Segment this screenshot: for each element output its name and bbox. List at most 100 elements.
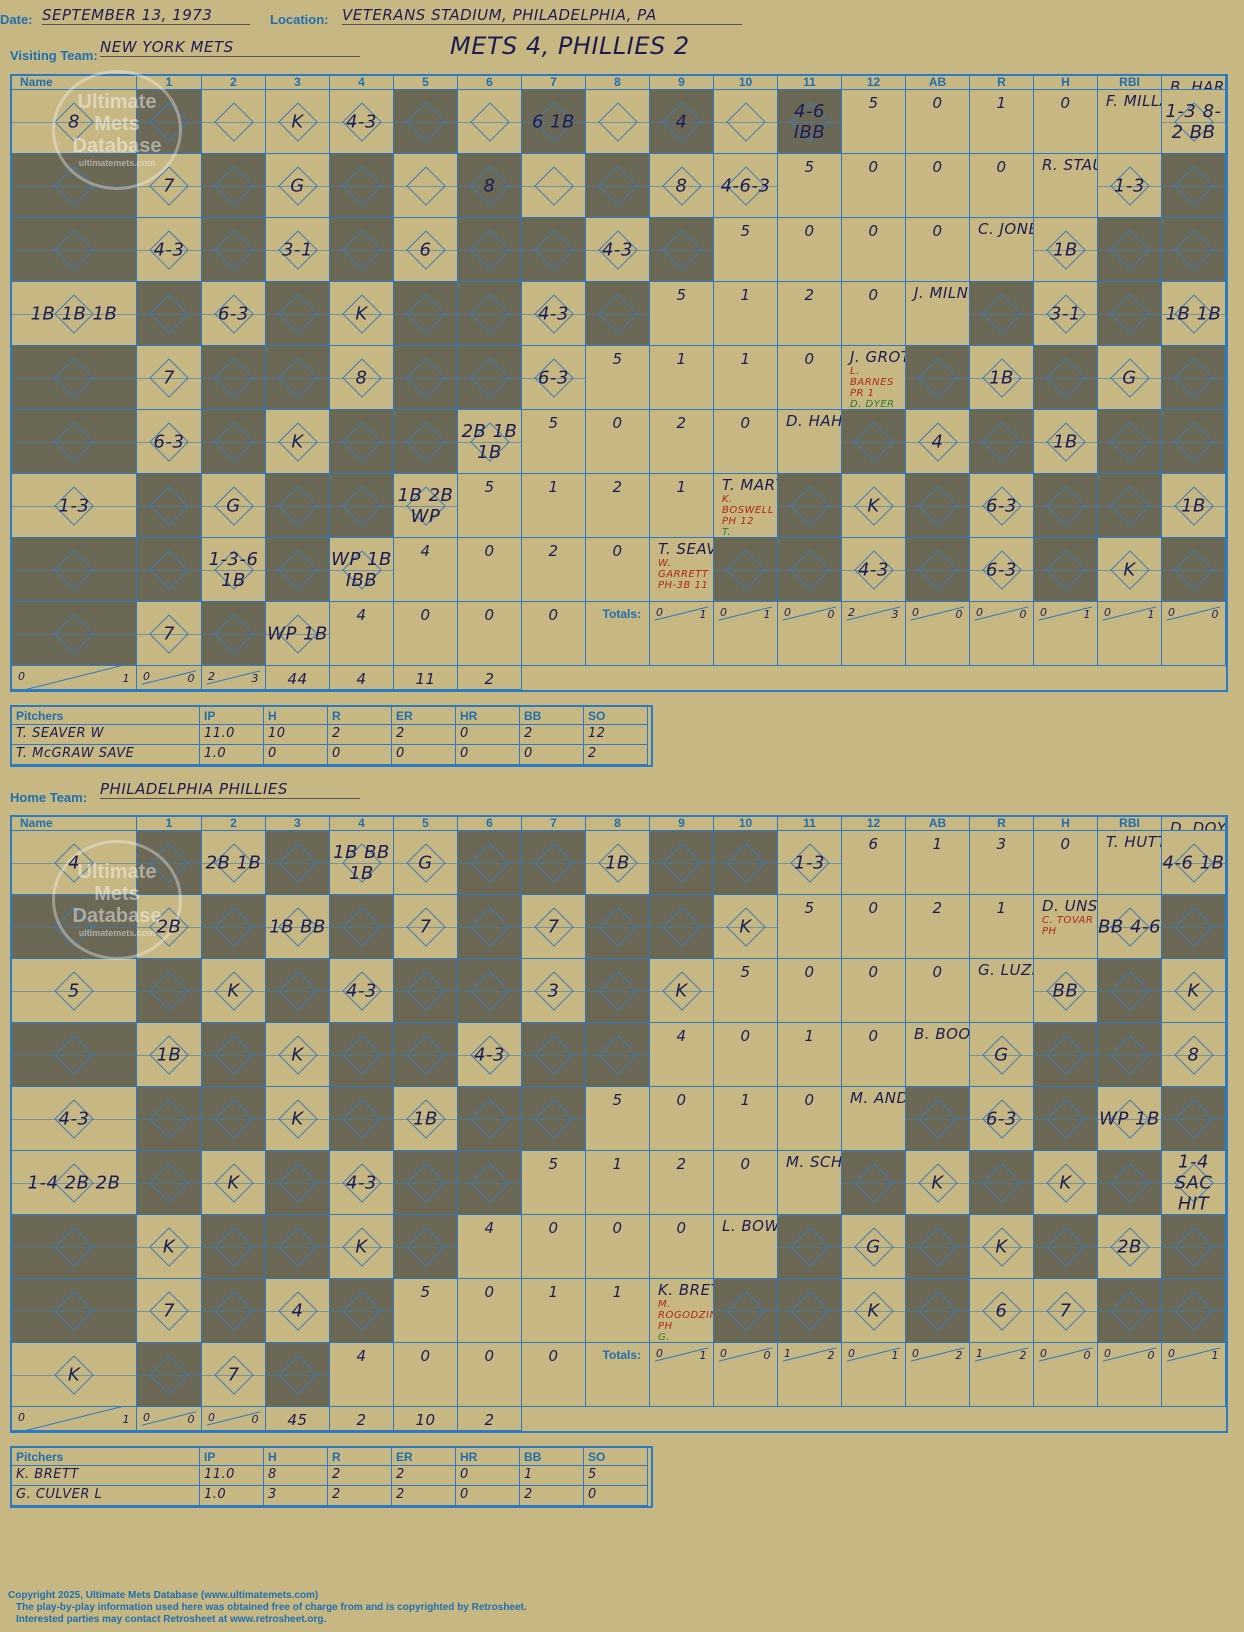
play-result: 4-3 <box>602 239 633 260</box>
play-result: 4-6-3 <box>720 175 771 196</box>
inning-cell <box>650 831 714 895</box>
inning-cell: 1-4 2B 2B <box>12 1151 137 1215</box>
inning-runs: 1 <box>976 1347 984 1360</box>
play-result: 1B BB 1B <box>333 841 390 884</box>
inning-cell: 6-3 <box>202 282 266 346</box>
inning-cell <box>12 602 137 666</box>
inning-cell <box>394 410 458 474</box>
inning-cell: 8 <box>650 154 714 218</box>
pitcher-stat: 11.0 <box>200 725 264 745</box>
batting-stat: 1 <box>586 1279 650 1343</box>
inning-cell <box>137 538 202 602</box>
pitcher-stat: 0 <box>392 745 456 765</box>
play-result: 3 <box>547 980 560 1001</box>
inning-cell: 1B <box>1034 410 1098 474</box>
play-result: K <box>931 1172 944 1193</box>
column-header: AB <box>906 76 970 90</box>
player-name: L. BOWA SS <box>722 1217 778 1235</box>
inning-hits: 3 <box>891 608 899 621</box>
batting-stat: 0 <box>842 282 906 346</box>
pitcher-stat: 10 <box>264 725 328 745</box>
play-result: 6-3 <box>986 1108 1017 1129</box>
pitcher-column-header: R <box>328 707 392 725</box>
play-result: 1-3 <box>1114 175 1145 196</box>
inning-cell <box>330 410 394 474</box>
inning-cell: K <box>1162 959 1226 1023</box>
batting-stat: 0 <box>842 1023 906 1087</box>
inning-cell <box>906 1087 970 1151</box>
player-name: J. MILNER 1B 28 <box>914 284 969 302</box>
pitcher-stat: 5 <box>584 1466 648 1486</box>
player-name: C. JONES LF 21 <box>978 220 1033 238</box>
totals-label: Totals: <box>586 602 650 666</box>
inning-cell <box>137 1151 202 1215</box>
watermark-logo-visitors: Ultimate Mets Database ultimatemets.com <box>52 70 182 190</box>
play-result: 8 <box>483 175 496 196</box>
pitcher-stat: 2 <box>328 1486 392 1506</box>
play-result: G <box>290 175 305 196</box>
home-pitchers-table: Pitchers IP H R ER HR BB SO K. BRETT 11.0 8 2 2 0 1 5 G.… <box>10 1446 653 1508</box>
inning-cell: 4-3 <box>330 959 394 1023</box>
batting-stat: 4 <box>394 538 458 602</box>
inning-runs: 0 <box>143 1411 151 1424</box>
inning-cell: G <box>202 474 266 538</box>
inning-cell <box>1162 410 1226 474</box>
inning-cell <box>970 410 1034 474</box>
inning-hits: 0 <box>1019 608 1027 621</box>
player-name: D. HAHN CF 25 <box>786 412 842 430</box>
inning-cell: 4-3 <box>137 218 202 282</box>
inning-cell: K <box>842 1279 906 1343</box>
inning-cell <box>12 346 137 410</box>
pitcher-column-header: HR <box>456 707 520 725</box>
pitcher-column-header: Pitchers <box>12 707 200 725</box>
play-result: K <box>291 111 304 132</box>
play-result: 1-3-6 1B <box>208 548 259 591</box>
batting-stat: 0 <box>650 1087 714 1151</box>
play-result: K <box>67 1364 81 1385</box>
batting-stat: 0 <box>650 1215 714 1279</box>
inning-hits: 1 <box>763 608 771 621</box>
batting-stat: 0 <box>1034 90 1098 154</box>
inning-cell <box>906 1215 970 1279</box>
batting-stat: 1 <box>970 90 1034 154</box>
play-result: 2B <box>1117 1236 1142 1257</box>
player-name: T. MARTINEZ 3B 17 <box>722 476 777 494</box>
batting-stat: 0 <box>458 538 522 602</box>
inning-hits: 1 <box>891 1349 899 1362</box>
totals-label: Totals: <box>586 1343 650 1407</box>
substitute-name: W. GARRETT PH-3B 11 <box>658 558 709 591</box>
inning-cell: G <box>842 1215 906 1279</box>
inning-cell: 4 <box>906 410 970 474</box>
inning-cell <box>202 154 266 218</box>
play-result: G <box>1122 367 1137 388</box>
inning-runs: 0 <box>1040 606 1048 619</box>
inning-cell: 1B 1B <box>1162 282 1226 346</box>
play-result: 4 <box>68 852 80 873</box>
pitcher-stat: 0 <box>456 725 520 745</box>
column-header: 8 <box>586 817 650 831</box>
visiting-team-name: NEW YORK METS <box>100 38 360 57</box>
inning-runs: 0 <box>1040 1347 1048 1360</box>
batting-stat: 1 <box>650 474 714 538</box>
inning-runs: 0 <box>720 1347 728 1360</box>
total-stat: 2 <box>330 1407 394 1431</box>
inning-cell <box>522 1087 586 1151</box>
player-name-cell: B. HARRELSON SS 3 <box>1162 76 1226 90</box>
inning-runs: 0 <box>912 606 920 619</box>
inning-cell <box>202 1279 266 1343</box>
inning-runs: 2 <box>848 606 856 619</box>
batting-stat: 4 <box>330 1343 394 1407</box>
substitute-name: T. McGRAW P 45 <box>722 527 732 538</box>
inning-cell: 1-3 <box>778 831 842 895</box>
home-team-label: Home Team: <box>10 790 88 805</box>
inning-runs: 0 <box>143 670 151 683</box>
inning-cell <box>137 1087 202 1151</box>
pitcher-stat: 2 <box>520 725 584 745</box>
inning-cell <box>650 218 714 282</box>
